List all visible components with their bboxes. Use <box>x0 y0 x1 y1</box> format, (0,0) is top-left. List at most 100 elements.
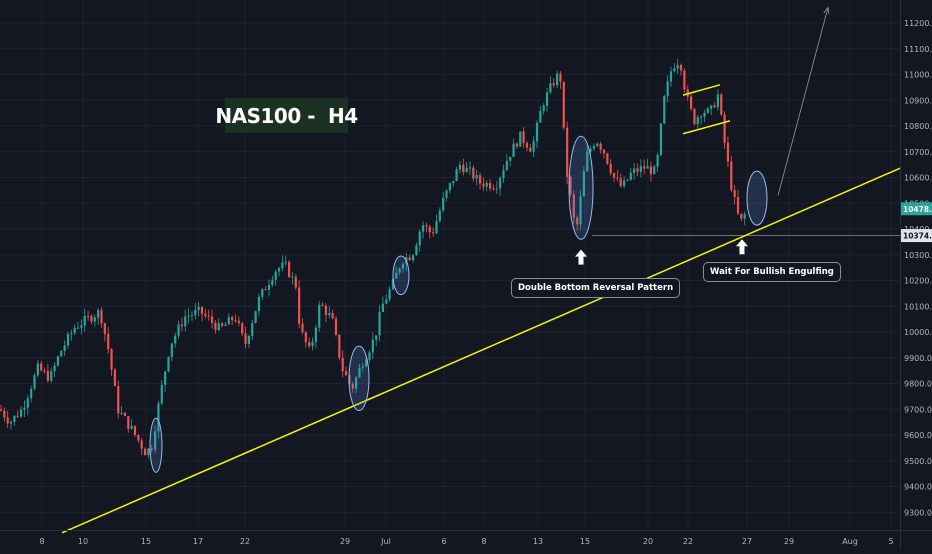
candle-body <box>170 343 173 357</box>
candle-body <box>596 143 599 147</box>
candle-body <box>50 371 53 381</box>
candle-body <box>545 92 549 106</box>
candle-body <box>589 148 592 152</box>
candle-body <box>16 415 19 417</box>
candle-body <box>284 261 287 263</box>
candle-body <box>26 398 29 408</box>
price-tick-label: 10300.0 <box>904 251 932 260</box>
candle-body <box>482 183 485 187</box>
price-tick-label: 10000.0 <box>904 328 932 337</box>
candle-body <box>224 324 227 326</box>
candle-body <box>716 94 719 108</box>
candle-body <box>291 276 294 278</box>
time-tick-label: Aug <box>842 537 858 546</box>
up-arrow-icon <box>736 239 748 255</box>
time-tick-label: 22 <box>683 537 693 546</box>
price-tick-label: 9300.0 <box>904 508 932 517</box>
candle-body <box>281 262 284 269</box>
candle-body <box>566 127 569 177</box>
candle-body <box>385 299 388 304</box>
candle-body <box>234 320 237 322</box>
level-price-tag: 10374.5 <box>903 232 932 241</box>
candle-body <box>194 310 197 316</box>
price-tick-label: 9800.0 <box>904 380 932 389</box>
candle-body <box>703 112 706 117</box>
candle-body <box>184 316 187 327</box>
candle-body <box>492 188 495 190</box>
last-price-tag: 10478.6 <box>903 205 932 214</box>
price-tick-label: 9500.0 <box>904 457 932 466</box>
candle-body <box>616 177 619 179</box>
price-tick-label: 10100.0 <box>904 302 932 311</box>
candle-body <box>210 316 214 323</box>
candle-body <box>87 316 90 318</box>
candle-body <box>90 316 93 322</box>
candle-body <box>485 182 488 187</box>
candle-body <box>448 183 451 191</box>
candle-body <box>140 440 143 449</box>
candle-body <box>710 105 713 109</box>
candle-body <box>579 196 582 225</box>
candle-body <box>301 323 304 333</box>
candle-body <box>338 334 341 358</box>
ascending-trendline <box>61 153 932 534</box>
candle-body <box>736 197 740 214</box>
candle-body <box>700 116 703 118</box>
candles <box>0 58 746 459</box>
candle-body <box>143 448 147 456</box>
candle-body <box>200 306 204 314</box>
candle-body <box>174 335 177 344</box>
price-tick-label: 9900.0 <box>904 354 932 363</box>
candle-body <box>395 272 398 279</box>
candle-body <box>6 417 9 424</box>
time-axis: 8 10 15 17 22 29 Jul 6 8 13 15 20 22 27 29 Aug 5 <box>0 530 932 546</box>
price-tick-label: 10700.0 <box>904 148 932 157</box>
candle-body <box>673 68 676 72</box>
candle-body <box>455 169 458 181</box>
candle-body <box>80 325 83 328</box>
candle-body <box>73 327 76 334</box>
price-tick-label: 9600.0 <box>904 431 932 440</box>
candle-body <box>130 425 133 429</box>
time-tick-label: 17 <box>193 537 203 546</box>
candle-body <box>435 221 438 234</box>
candle-body <box>629 172 632 180</box>
double-bottom-annotation: Double Bottom Reversal Pattern <box>511 277 681 298</box>
candle-body <box>231 317 234 321</box>
price-axis-bg <box>900 0 932 550</box>
price-tick-label: 9700.0 <box>904 405 932 414</box>
candle-body <box>693 108 696 125</box>
candle-body <box>569 176 572 195</box>
candle-body <box>515 143 518 147</box>
candle-body <box>525 142 529 148</box>
candle-body <box>679 65 683 71</box>
candle-body <box>542 105 545 111</box>
candle-body <box>522 131 525 143</box>
candle-body <box>505 160 508 171</box>
candle-body <box>127 416 130 429</box>
time-tick-label: 27 <box>742 537 752 546</box>
candle-body <box>334 318 338 335</box>
candle-body <box>355 377 358 389</box>
candle-body <box>442 197 445 211</box>
candle-body <box>33 375 36 389</box>
candle-body <box>40 363 43 371</box>
candle-body <box>0 409 3 411</box>
candle-body <box>277 268 281 272</box>
projection-arrow <box>777 7 829 196</box>
candle-body <box>314 327 317 342</box>
candle-body <box>123 412 127 417</box>
candle-body <box>53 365 56 372</box>
candle-body <box>110 349 113 370</box>
level-price-tag-bg <box>901 229 932 243</box>
candle-body <box>391 278 395 290</box>
candle-body <box>308 342 311 346</box>
candle-body <box>606 153 609 164</box>
candle-body <box>726 142 730 162</box>
candle-body <box>147 448 150 456</box>
candle-body <box>257 296 261 311</box>
candle-body <box>328 313 331 316</box>
candle-body <box>264 289 267 291</box>
candle-body <box>582 171 585 197</box>
